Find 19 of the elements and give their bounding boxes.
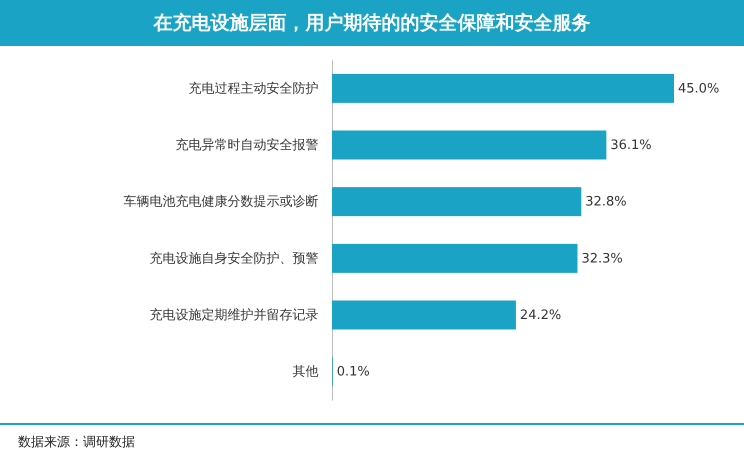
data-label: 45.0% <box>678 81 720 96</box>
data-label: 32.8% <box>585 194 627 210</box>
y-tick-label: 充电设施定期维护并留存记录 <box>150 308 318 323</box>
chart-title: 在充电设施层面，用户期待的的安全保障和安全服务 <box>152 12 590 34</box>
y-tick-label: 车辆电池充电健康分数提示或诊断 <box>124 194 318 210</box>
y-tick-label: 充电设施自身安全防护、预警 <box>150 250 318 266</box>
bar <box>332 244 578 273</box>
y-tick-label: 充电过程主动安全防护 <box>188 80 318 96</box>
data-label: 32.3% <box>581 251 623 266</box>
bar <box>332 130 606 160</box>
data-label: 0.1% <box>336 364 370 380</box>
bar <box>332 74 674 103</box>
source-note: 数据来源：调研数据 <box>18 435 135 450</box>
bar <box>332 300 516 330</box>
data-label: 24.2% <box>520 308 562 323</box>
bar <box>332 187 582 216</box>
y-tick-label: 其他 <box>292 364 318 380</box>
data-label: 36.1% <box>610 138 652 153</box>
y-tick-label: 充电异常时自动安全报警 <box>176 137 318 153</box>
